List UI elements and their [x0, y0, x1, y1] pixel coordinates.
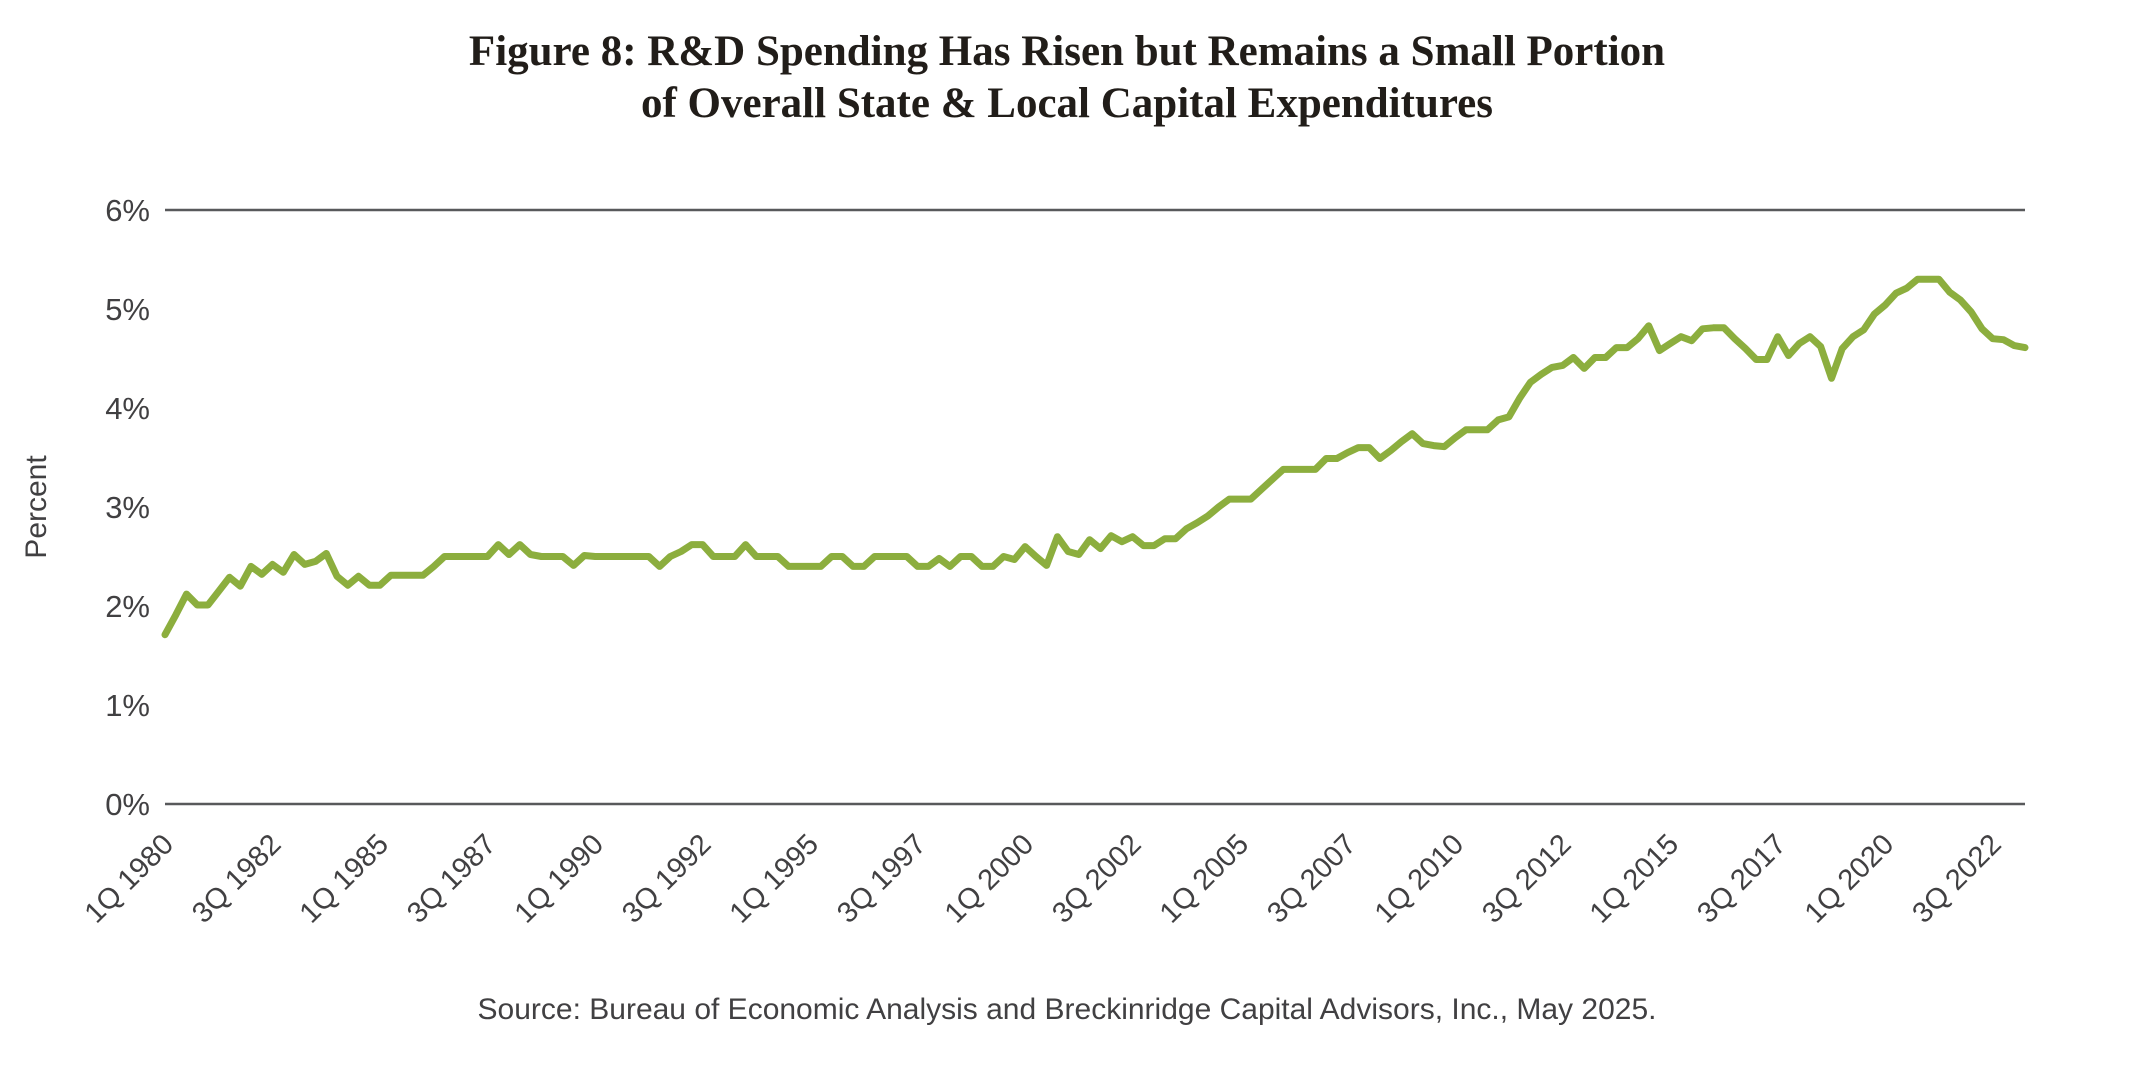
x-tick-label: 1Q 1980 [79, 828, 180, 929]
y-tick-label: 6% [105, 193, 150, 228]
x-tick-label: 1Q 1985 [294, 828, 395, 929]
x-tick-label: 3Q 1992 [616, 828, 717, 929]
y-tick-label: 0% [105, 787, 150, 822]
x-tick-label: 3Q 1997 [831, 828, 932, 929]
x-tick-label: 1Q 2005 [1154, 828, 1255, 929]
x-tick-label: 1Q 2010 [1369, 828, 1470, 929]
x-tick-label: 3Q 2002 [1046, 828, 1147, 929]
x-tick-label: 3Q 1982 [186, 828, 287, 929]
x-tick-label: 3Q 2012 [1476, 828, 1577, 929]
x-tick-label: 1Q 2015 [1584, 828, 1685, 929]
figure-title: Figure 8: R&D Spending Has Risen but Rem… [0, 26, 2134, 131]
rd-spending-line [161, 275, 2029, 639]
x-tick-label: 1Q 1995 [724, 828, 825, 929]
x-tick-label: 1Q 2000 [939, 828, 1040, 929]
x-tick-label: 3Q 2007 [1261, 828, 1362, 929]
y-tick-label: 3% [105, 490, 150, 525]
x-tick-label: 3Q 2017 [1691, 828, 1792, 929]
y-axis-title: Percent [20, 455, 53, 559]
figure-title-line-2: of Overall State & Local Capital Expendi… [640, 80, 1493, 128]
figure-title-line-1: Figure 8: R&D Spending Has Risen but Rem… [468, 28, 1666, 75]
y-tick-label: 2% [105, 589, 150, 624]
x-tick-label: 1Q 1990 [509, 828, 610, 929]
source-note: Source: Bureau of Economic Analysis and … [477, 993, 1657, 1026]
y-tick-label: 1% [105, 688, 150, 723]
y-tick-label: 5% [105, 292, 150, 327]
x-tick-label: 3Q 1987 [401, 828, 502, 929]
x-tick-label: 1Q 2020 [1799, 828, 1900, 929]
x-tick-label: 3Q 2022 [1906, 828, 2007, 929]
y-tick-label: 4% [105, 391, 150, 426]
